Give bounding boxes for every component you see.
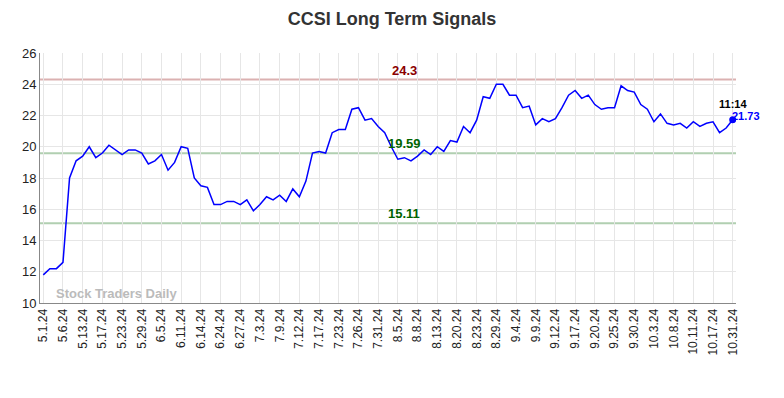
svg-text:6.14.24: 6.14.24 bbox=[194, 308, 208, 348]
svg-text:Stock Traders Daily: Stock Traders Daily bbox=[56, 286, 177, 301]
svg-text:6.27.24: 6.27.24 bbox=[233, 308, 247, 348]
svg-text:20: 20 bbox=[22, 139, 36, 154]
svg-text:6.5.24: 6.5.24 bbox=[154, 308, 168, 342]
svg-text:7.12.24: 7.12.24 bbox=[292, 308, 306, 348]
svg-text:5.1.24: 5.1.24 bbox=[36, 308, 50, 342]
svg-text:15.11: 15.11 bbox=[388, 206, 420, 221]
svg-text:5.23.24: 5.23.24 bbox=[115, 308, 129, 348]
svg-text:CCSI Long Term Signals: CCSI Long Term Signals bbox=[288, 9, 497, 29]
svg-text:26: 26 bbox=[22, 46, 36, 61]
svg-text:9.17.24: 9.17.24 bbox=[568, 308, 582, 348]
svg-text:8.29.24: 8.29.24 bbox=[489, 308, 503, 348]
svg-text:9.20.24: 9.20.24 bbox=[588, 308, 602, 348]
svg-text:14: 14 bbox=[22, 233, 36, 248]
svg-text:8.5.24: 8.5.24 bbox=[391, 308, 405, 342]
svg-text:8.13.24: 8.13.24 bbox=[430, 308, 444, 348]
svg-text:9.9.24: 9.9.24 bbox=[529, 308, 543, 342]
svg-text:6.24.24: 6.24.24 bbox=[213, 308, 227, 348]
svg-text:21.73: 21.73 bbox=[732, 110, 760, 122]
svg-text:9.4.24: 9.4.24 bbox=[509, 308, 523, 342]
svg-text:9.12.24: 9.12.24 bbox=[548, 308, 562, 348]
svg-text:5.17.24: 5.17.24 bbox=[95, 308, 109, 348]
svg-text:5.29.24: 5.29.24 bbox=[135, 308, 149, 348]
svg-text:7.31.24: 7.31.24 bbox=[371, 308, 385, 348]
svg-text:7.17.24: 7.17.24 bbox=[312, 308, 326, 348]
svg-text:7.3.24: 7.3.24 bbox=[253, 308, 267, 342]
svg-text:10.8.24: 10.8.24 bbox=[667, 308, 681, 348]
svg-text:10.31.24: 10.31.24 bbox=[726, 308, 740, 355]
svg-text:8.8.24: 8.8.24 bbox=[410, 308, 424, 342]
svg-text:11:14: 11:14 bbox=[719, 98, 747, 110]
svg-text:9.25.24: 9.25.24 bbox=[607, 308, 621, 348]
svg-text:24: 24 bbox=[22, 77, 36, 92]
svg-text:16: 16 bbox=[22, 202, 36, 217]
svg-text:8.20.24: 8.20.24 bbox=[450, 308, 464, 348]
svg-text:5.6.24: 5.6.24 bbox=[56, 308, 70, 342]
svg-text:7.23.24: 7.23.24 bbox=[332, 308, 346, 348]
svg-text:6.11.24: 6.11.24 bbox=[174, 308, 188, 347]
svg-text:10.11.24: 10.11.24 bbox=[686, 308, 700, 354]
svg-text:10.3.24: 10.3.24 bbox=[647, 308, 661, 348]
svg-text:19.59: 19.59 bbox=[388, 136, 421, 151]
svg-text:10: 10 bbox=[22, 296, 36, 311]
svg-text:9.30.24: 9.30.24 bbox=[627, 308, 641, 348]
svg-text:12: 12 bbox=[22, 264, 36, 279]
svg-text:10.17.24: 10.17.24 bbox=[706, 308, 720, 355]
svg-text:24.3: 24.3 bbox=[392, 63, 417, 78]
svg-text:18: 18 bbox=[22, 171, 36, 186]
svg-text:7.26.24: 7.26.24 bbox=[351, 308, 365, 348]
svg-text:5.13.24: 5.13.24 bbox=[76, 308, 90, 348]
svg-text:8.23.24: 8.23.24 bbox=[470, 308, 484, 348]
svg-text:22: 22 bbox=[22, 108, 36, 123]
svg-text:7.9.24: 7.9.24 bbox=[273, 308, 287, 342]
